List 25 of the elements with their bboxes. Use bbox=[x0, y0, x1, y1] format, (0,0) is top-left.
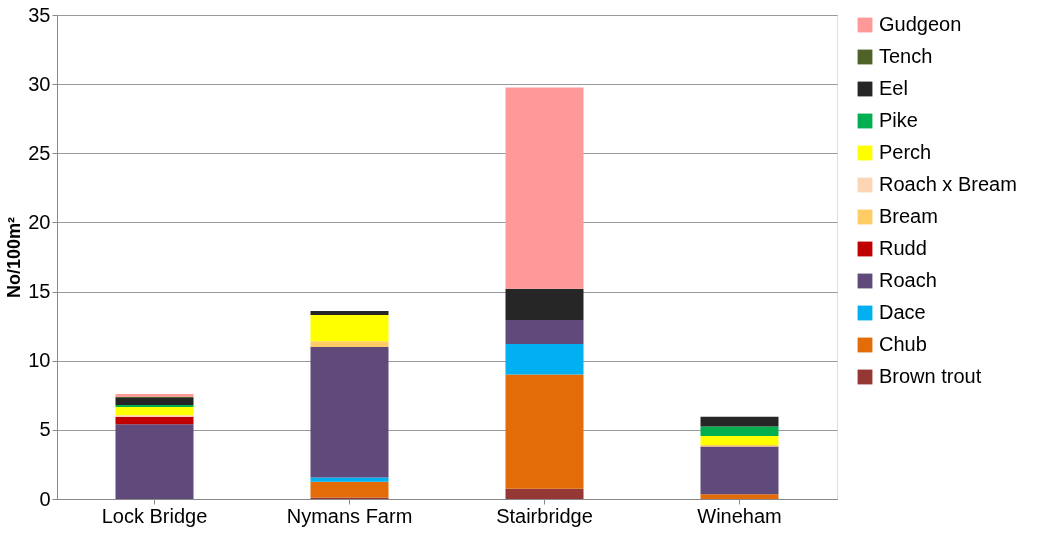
legend-label: Eel bbox=[879, 77, 908, 99]
legend-label: Gudgeon bbox=[879, 13, 962, 35]
y-tick-label: 5 bbox=[39, 418, 51, 441]
legend-label: Perch bbox=[879, 141, 932, 163]
y-tick-label: 10 bbox=[28, 349, 51, 372]
y-tick-label: 0 bbox=[39, 487, 51, 510]
legend-label: Tench bbox=[879, 45, 933, 67]
legend-label: Roach x Bream bbox=[879, 173, 1017, 195]
y-tick-label: 25 bbox=[28, 141, 51, 164]
y-axis-title: No/100m² bbox=[4, 216, 25, 299]
y-tick-label: 20 bbox=[28, 210, 51, 233]
x-tick-label: Lock Bridge bbox=[101, 504, 208, 527]
x-tick-label: Nymans Farm bbox=[286, 504, 413, 527]
legend-label: Roach bbox=[879, 269, 937, 291]
legend-label: Pike bbox=[879, 109, 918, 131]
legend-label: Brown trout bbox=[879, 365, 982, 387]
y-tick-label: 15 bbox=[28, 280, 51, 303]
x-tick-label: Wineham bbox=[697, 504, 782, 527]
legend-label: Dace bbox=[879, 301, 926, 323]
x-tick-label: Stairbridge bbox=[496, 504, 593, 527]
legend-label: Chub bbox=[879, 333, 927, 355]
legend-label: Bream bbox=[879, 205, 938, 227]
y-tick-label: 30 bbox=[28, 72, 51, 95]
y-tick-label: 35 bbox=[28, 3, 51, 26]
legend-label: Rudd bbox=[879, 237, 927, 259]
